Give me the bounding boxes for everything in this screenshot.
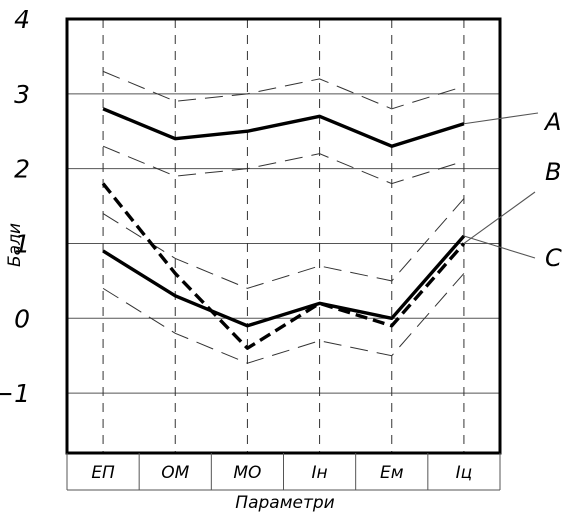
series-A-line — [102, 107, 465, 148]
x-tick-label: ЕП — [91, 463, 115, 483]
grid — [67, 18, 500, 453]
series-A-band-upper — [102, 70, 465, 110]
y-tick-label: 3 — [14, 80, 30, 109]
x-tick-label: Іц — [456, 463, 473, 483]
x-tick-label: ОМ — [161, 463, 189, 483]
series-B-leader — [463, 191, 536, 244]
y-tick-label: 1 — [14, 229, 30, 258]
y-tick-label: 0 — [14, 304, 30, 333]
x-tick-label: Ін — [312, 463, 328, 483]
series-leaders: AB C — [463, 108, 562, 272]
series-C-band-lower — [102, 273, 465, 364]
y-axis-title: Бали — [5, 223, 25, 267]
plot-border — [65, 17, 502, 455]
x-tick-label: МО — [233, 463, 261, 483]
series-C-leader — [463, 235, 536, 259]
series-C-label: C — [545, 244, 562, 272]
series-B-line — [101, 182, 466, 350]
confidence-bands — [102, 70, 465, 364]
series-A-leader — [463, 112, 539, 125]
y-tick-label: 2 — [14, 155, 30, 184]
series-B-label: B — [545, 158, 561, 186]
x-axis-title: Параметри — [235, 493, 334, 513]
series-A-label: A — [543, 108, 561, 136]
series-C-line — [102, 234, 466, 328]
y-tick-label: −1 — [0, 379, 30, 408]
series-lines — [101, 107, 466, 350]
series-C-band-upper — [102, 198, 465, 289]
plot-frame — [65, 17, 502, 491]
series-A-band-lower — [102, 145, 465, 185]
tick-labels: −1 0 1 2 3 4 ЕП ОМ МО Ін Ем Іц — [0, 5, 472, 483]
y-tick-label: 4 — [14, 5, 30, 34]
x-tick-label: Ем — [380, 463, 404, 483]
